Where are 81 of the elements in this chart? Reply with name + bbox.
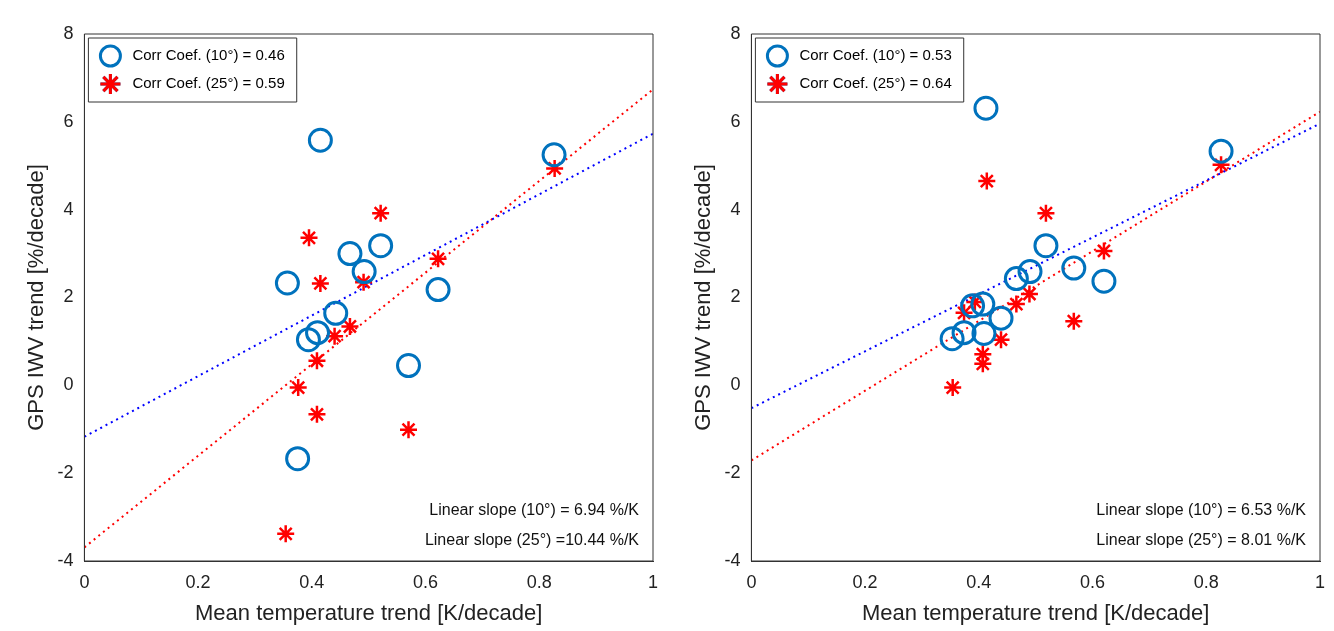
point <box>1061 255 1087 281</box>
y-tick-label: -2 <box>57 462 74 483</box>
point <box>939 326 965 352</box>
point <box>960 293 986 319</box>
point <box>973 95 999 121</box>
point <box>1064 311 1084 331</box>
point <box>370 203 391 223</box>
legend-label: Corr Coef. (25°) = 0.59 <box>132 74 285 92</box>
point <box>285 446 311 472</box>
point <box>942 377 963 398</box>
annotation: Linear slope (10°) = 6.53 %/K <box>1096 501 1307 519</box>
y-tick-label: 2 <box>730 286 741 307</box>
point <box>971 321 997 347</box>
y-tick-label: 6 <box>730 110 741 131</box>
y-tick-label: 0 <box>63 374 74 395</box>
y-tick-label: 0 <box>730 374 741 395</box>
point <box>398 419 419 440</box>
x-tick-label: 0 <box>746 571 757 592</box>
point <box>1208 138 1234 164</box>
y-tick-label: 6 <box>63 110 74 131</box>
point <box>428 249 448 269</box>
y-tick-label: 4 <box>63 198 74 219</box>
point <box>351 259 377 285</box>
x-tick-label: 0.4 <box>299 571 325 592</box>
legend-label: Corr Coef. (10°) = 0.46 <box>132 46 285 64</box>
y-tick-label: 2 <box>63 286 74 307</box>
point <box>396 353 421 379</box>
y-axis-title: GPS IWV trend [%/decade] <box>690 164 716 431</box>
y-tick-label: 4 <box>730 198 741 219</box>
point <box>307 350 327 371</box>
point <box>977 171 997 191</box>
y-axis-title: GPS IWV trend [%/decade] <box>23 164 49 431</box>
x-tick-label: 1 <box>647 571 659 592</box>
x-tick-label: 0.6 <box>413 571 439 592</box>
x-tick-label: 0.2 <box>852 571 878 592</box>
point <box>1091 268 1117 294</box>
point <box>1003 266 1029 292</box>
point <box>274 270 300 296</box>
point <box>299 228 319 248</box>
point <box>541 142 567 168</box>
point <box>307 127 333 153</box>
x-tick-label: 0.8 <box>1193 571 1219 592</box>
point <box>425 277 451 303</box>
point <box>1033 233 1059 259</box>
x-tick-label: 0.6 <box>1080 571 1106 592</box>
x-axis-title: Mean temperature trend [K/decade] <box>195 599 543 625</box>
point <box>307 404 327 425</box>
annotation: Linear slope (10°) = 6.94 %/K <box>429 501 640 519</box>
y-tick-label: 8 <box>730 22 741 43</box>
point <box>951 320 977 346</box>
y-tick-label: -2 <box>724 462 741 483</box>
x-tick-label: 0.4 <box>966 571 992 592</box>
point <box>295 327 321 353</box>
point <box>323 300 349 326</box>
point <box>970 291 996 317</box>
point <box>1036 203 1056 223</box>
point <box>340 316 360 337</box>
point <box>305 320 331 346</box>
x-tick-label: 0.2 <box>185 571 211 592</box>
point <box>988 305 1014 331</box>
legend-label: Corr Coef. (10°) = 0.53 <box>799 46 952 64</box>
point <box>1017 259 1043 285</box>
point <box>310 273 331 294</box>
annotation: Linear slope (25°) = 8.01 %/K <box>1096 531 1307 549</box>
x-tick-label: 1 <box>1314 571 1326 592</box>
point <box>288 377 308 398</box>
annotation: Linear slope (25°) =10.44 %/K <box>424 531 640 549</box>
y-tick-label: -4 <box>57 549 74 570</box>
point <box>1094 241 1114 261</box>
point <box>337 241 363 267</box>
point <box>991 329 1011 350</box>
point <box>368 233 394 259</box>
legend-label: Corr Coef. (25°) = 0.64 <box>799 74 952 92</box>
y-tick-label: -4 <box>724 549 741 570</box>
point <box>275 524 296 544</box>
x-tick-label: 0.8 <box>526 571 552 592</box>
x-tick-label: 0 <box>79 571 90 592</box>
point <box>1006 294 1027 314</box>
y-tick-label: 8 <box>63 22 74 43</box>
point <box>1019 284 1040 304</box>
x-axis-title: Mean temperature trend [K/decade] <box>862 599 1210 625</box>
